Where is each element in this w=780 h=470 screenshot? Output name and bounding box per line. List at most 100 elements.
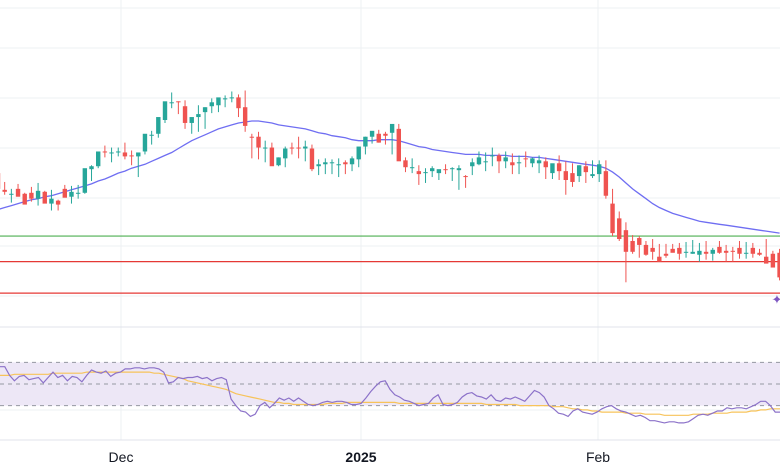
candle-body bbox=[456, 168, 462, 171]
candle bbox=[403, 157, 408, 173]
candle-body bbox=[363, 136, 368, 147]
candle bbox=[563, 161, 568, 195]
candle bbox=[737, 240, 742, 259]
candle bbox=[22, 192, 27, 205]
candle-body bbox=[142, 133, 148, 152]
candle-body bbox=[136, 152, 141, 157]
moving-average-line bbox=[0, 120, 780, 234]
rsi-ma-line bbox=[0, 371, 780, 416]
candle-body bbox=[309, 148, 315, 170]
candle-body bbox=[510, 162, 515, 166]
candle-body bbox=[556, 163, 562, 172]
candle bbox=[423, 168, 428, 183]
candle-body bbox=[329, 162, 335, 164]
plus-icon[interactable]: ✦ bbox=[772, 293, 780, 308]
candle-body bbox=[162, 101, 168, 120]
candle bbox=[15, 183, 21, 197]
candle bbox=[677, 242, 682, 260]
candle-body bbox=[450, 168, 455, 170]
candle bbox=[156, 117, 161, 138]
candle bbox=[683, 241, 689, 258]
candle-body bbox=[202, 107, 208, 113]
candle bbox=[222, 95, 228, 108]
candle bbox=[603, 160, 609, 199]
candle bbox=[543, 157, 548, 180]
candle-body bbox=[102, 151, 108, 153]
candle bbox=[242, 90, 248, 132]
candle-body bbox=[296, 147, 301, 149]
candle bbox=[750, 242, 756, 258]
candle bbox=[483, 152, 488, 172]
candle-body bbox=[336, 164, 341, 166]
candle bbox=[289, 142, 295, 155]
candle-body bbox=[777, 252, 780, 278]
candle-body bbox=[9, 193, 14, 195]
candle-body bbox=[710, 249, 715, 254]
candle bbox=[75, 184, 81, 199]
candle-body bbox=[196, 114, 201, 118]
candle-body bbox=[289, 147, 295, 149]
candle-body bbox=[409, 167, 415, 169]
candle bbox=[96, 151, 101, 169]
candle bbox=[42, 190, 47, 204]
candle bbox=[116, 147, 121, 157]
candle-body bbox=[55, 200, 61, 205]
candle bbox=[29, 186, 34, 202]
candle-body bbox=[597, 164, 602, 175]
candle bbox=[303, 140, 308, 162]
candle bbox=[309, 144, 315, 172]
candle-body bbox=[630, 240, 635, 252]
candle bbox=[703, 240, 709, 260]
candle bbox=[770, 250, 776, 268]
candle bbox=[490, 147, 495, 167]
candle bbox=[657, 243, 662, 262]
candle-body bbox=[764, 256, 769, 264]
candle-body bbox=[750, 247, 756, 254]
candle-body bbox=[156, 117, 161, 134]
alert-marker[interactable]: ✦ bbox=[772, 293, 780, 308]
candle-body bbox=[697, 250, 702, 255]
candle-body bbox=[129, 155, 134, 157]
candle-body bbox=[516, 162, 522, 164]
candle-body bbox=[89, 166, 94, 170]
candle-body bbox=[470, 162, 475, 167]
candle bbox=[176, 101, 181, 115]
candle-body bbox=[316, 164, 321, 167]
candle-body bbox=[29, 192, 34, 199]
candle bbox=[536, 155, 542, 174]
candle bbox=[396, 123, 401, 162]
candle-body bbox=[389, 123, 395, 133]
candle bbox=[430, 166, 435, 178]
candlestick-layer bbox=[0, 90, 780, 283]
candle-body bbox=[730, 250, 735, 252]
candle-body bbox=[283, 148, 288, 159]
x-tick-label: Dec bbox=[109, 449, 134, 465]
candle-body bbox=[430, 168, 435, 172]
candle bbox=[416, 165, 422, 185]
candle-body bbox=[576, 165, 582, 177]
candle bbox=[229, 91, 234, 103]
candle bbox=[637, 236, 642, 258]
candle bbox=[196, 105, 201, 132]
candle bbox=[757, 248, 762, 256]
candle-body bbox=[216, 97, 221, 106]
candle bbox=[336, 158, 341, 178]
candle-body bbox=[503, 157, 508, 162]
candle bbox=[102, 145, 108, 158]
candle bbox=[376, 129, 381, 143]
candle-body bbox=[256, 136, 261, 148]
candle-body bbox=[610, 203, 615, 234]
candle-body bbox=[242, 107, 248, 126]
candle bbox=[55, 199, 61, 211]
candle bbox=[356, 146, 361, 168]
candle-body bbox=[229, 97, 234, 99]
candle bbox=[510, 153, 515, 175]
candle-body bbox=[122, 152, 128, 157]
candle-body bbox=[176, 101, 181, 103]
moving-average-layer bbox=[0, 120, 780, 234]
rsi-line bbox=[0, 366, 780, 424]
candle bbox=[209, 98, 214, 114]
candle-body bbox=[169, 102, 174, 104]
candle-body bbox=[523, 158, 528, 160]
